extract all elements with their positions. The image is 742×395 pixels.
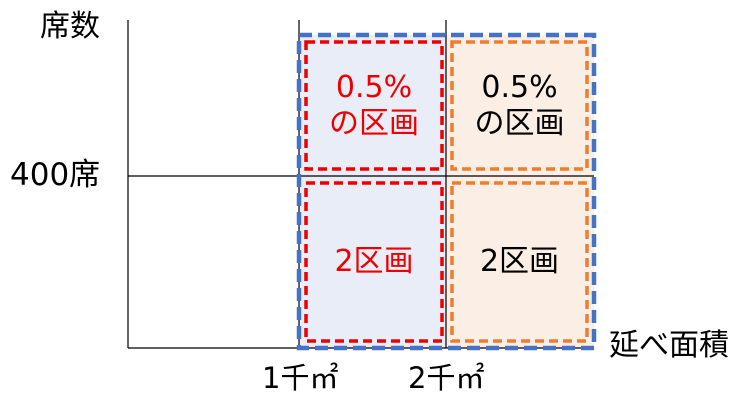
y-tick-400: 400席 [10,157,101,193]
right-column-fill [446,35,594,348]
cell-lower-left-border [304,181,444,343]
cell-upper-right-border [450,40,589,171]
cell-upper-left-line1: 0.5% [335,69,413,105]
cell-upper-right: 0.5% の区画 [452,42,587,169]
cell-lower-left-line1: 2区画 [334,244,414,279]
cell-lower-left: 2区画 [306,183,442,341]
cell-lower-right-border [450,181,589,343]
y-axis-label: 席数 [40,9,100,44]
x-tick-2000: 2千㎡ [408,361,485,395]
cell-lower-right-line1: 2区画 [479,244,560,279]
x-tick-1000: 1千㎡ [262,361,339,395]
cell-upper-left-line2: の区画 [329,105,419,141]
left-column-fill [299,35,446,348]
cell-upper-left-border [304,40,444,171]
cell-lower-right: 2区画 [452,183,587,341]
x-axis-label: 延べ面積 [609,328,729,363]
cell-upper-right-line2: の区画 [474,105,565,141]
cell-upper-right-line1: 0.5% [481,69,558,105]
cell-upper-left: 0.5% の区画 [306,42,442,169]
